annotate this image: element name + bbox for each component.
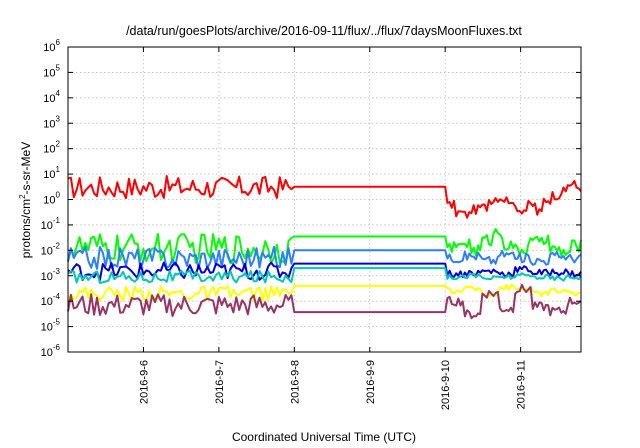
y-tick-label: 102 [43, 140, 60, 156]
y-axis-label: protons/cm2-s-sr-MeV [18, 142, 33, 258]
chart-title: /data/run/goesPlots/archive/2016-09-11/f… [126, 24, 522, 38]
y-tick-label: 10-3 [41, 267, 61, 283]
y-tick-label: 10-1 [41, 216, 61, 232]
series-line [67, 261, 582, 282]
y-tick-label: 103 [43, 114, 60, 130]
series-line [67, 175, 582, 219]
y-tick-label: 101 [43, 165, 60, 181]
series-line [67, 267, 582, 284]
y-tick-label: 100 [43, 191, 60, 207]
x-tick-label: 2016-9-10 [440, 360, 452, 410]
y-axis: 10-6 10-5 10-4 10-3 10-2 10-1 100 101 102 103 104 1… [41, 38, 581, 359]
x-tick-label: 2016-9-11 [516, 360, 528, 409]
y-axis-label-rest: -s-sr-MeV [19, 142, 33, 195]
x-tick-label: 2016-9-6 [138, 360, 150, 404]
x-tick-label: 2016-9-7 [214, 360, 226, 404]
y-tick-label: 105 [43, 63, 60, 79]
series-line [67, 283, 582, 303]
series-line [67, 228, 582, 265]
y-tick-label: 10-5 [41, 318, 61, 334]
series-line [67, 245, 582, 270]
y-tick-label: 10-2 [41, 241, 61, 257]
series-layer [67, 175, 582, 320]
y-tick-label: 10-4 [41, 292, 61, 308]
x-tick-label: 2016-9-8 [289, 360, 301, 404]
y-tick-label: 106 [43, 38, 60, 54]
series-line [67, 283, 582, 320]
y-tick-label: 104 [43, 89, 60, 105]
y-axis-label-sup: 2 [18, 194, 27, 199]
x-tick-label: 2016-9-9 [365, 360, 377, 404]
y-axis-label-base: protons/cm [19, 199, 33, 258]
x-axis-label: Coordinated Universal Time (UTC) [232, 430, 416, 444]
x-axis: 2016-9-6 2016-9-7 2016-9-8 2016-9-9 2016-9-1… [138, 47, 528, 410]
y-tick-label: 10-6 [41, 343, 61, 359]
